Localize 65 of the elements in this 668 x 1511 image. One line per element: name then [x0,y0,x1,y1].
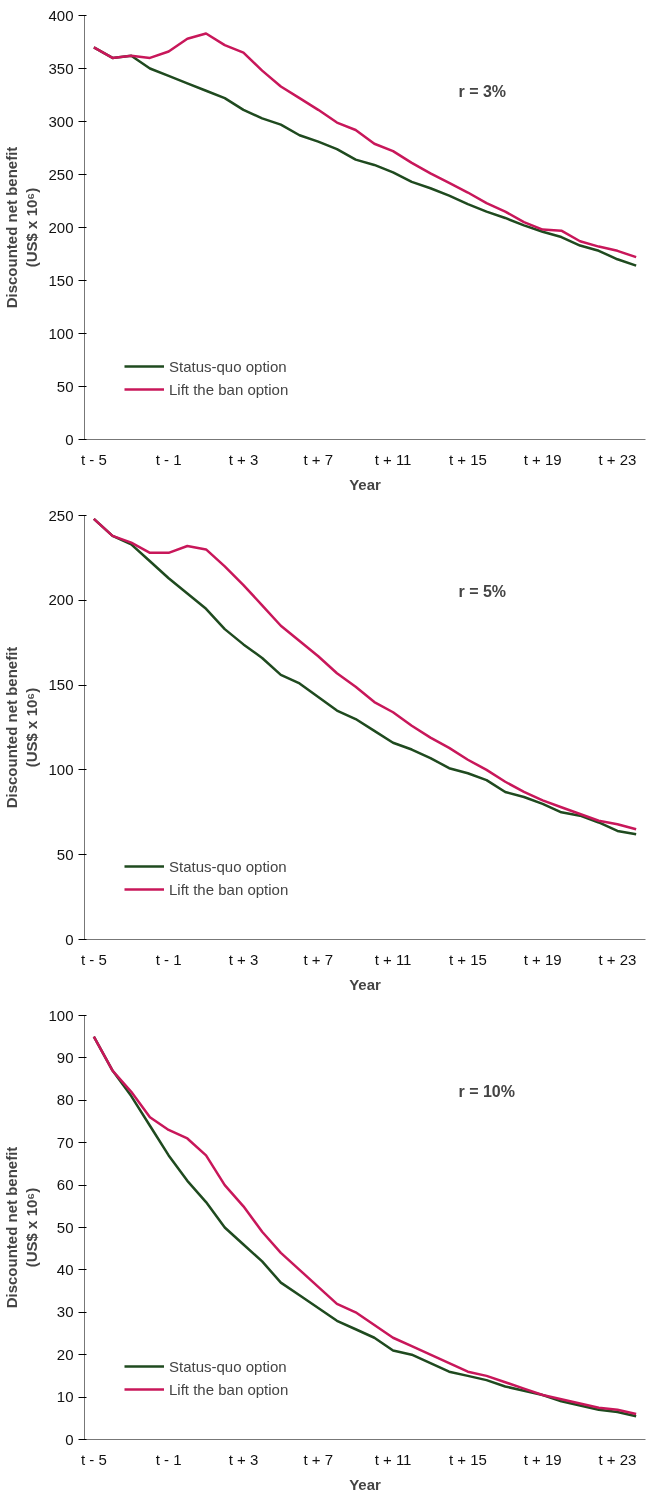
y-tick-label: 40 [56,1260,74,1278]
legend-label: Status-quo option [169,857,287,875]
annotation: r = 10% [458,1083,515,1101]
y-axis-title: Discounted net benefit (US$ x 10⁶) [3,646,41,809]
x-tick-label: t + 3 [228,1450,259,1468]
x-axis-title: Year [349,1475,382,1493]
legend-label: Lift the ban option [169,1380,289,1398]
x-tick-label: t - 1 [155,1450,182,1468]
x-tick-label: t - 5 [80,450,107,468]
x-tick-label: t + 15 [448,450,487,468]
x-tick-label: t + 23 [598,950,637,968]
y-tick-label: 30 [56,1303,74,1321]
x-tick-label: t + 11 [374,1450,412,1468]
y-tick-label: 70 [56,1133,74,1151]
x-tick-label: t + 23 [598,450,637,468]
y-tick-label: 250 [48,506,74,524]
x-tick-label: t + 11 [374,950,412,968]
y-tick-label: 100 [48,324,74,342]
x-tick-label: t + 11 [374,450,412,468]
y-tick-label: 50 [56,377,74,395]
y-tick-label: 90 [56,1048,74,1066]
y-tick-label: 250 [48,165,74,183]
y-tick-label: 50 [56,845,74,863]
x-tick-label: t + 7 [303,1450,334,1468]
legend-label: Status-quo option [169,1357,287,1375]
y-tick-label: 150 [48,271,74,289]
x-tick-label: t + 15 [448,1450,487,1468]
x-tick-label: t - 1 [155,450,182,468]
x-tick-label: t + 3 [228,950,259,968]
x-tick-label: t + 19 [523,950,562,968]
y-tick-label: 20 [56,1345,74,1363]
x-tick-label: t + 3 [228,450,259,468]
y-tick-label: 400 [48,6,74,24]
y-tick-label: 300 [48,112,74,130]
y-tick-label: 100 [48,760,74,778]
y-tick-label: 0 [65,1430,74,1448]
x-tick-label: t - 5 [80,950,107,968]
y-tick-label: 150 [48,676,74,694]
x-tick-label: t + 23 [598,1450,637,1468]
y-tick-label: 350 [48,59,74,77]
y-axis-title: Discounted net benefit (US$ x 10⁶) [3,1146,41,1309]
legend-label: Status-quo option [169,357,287,375]
x-tick-label: t - 5 [80,1450,107,1468]
y-tick-label: 60 [56,1176,74,1194]
annotation: r = 3% [458,83,507,101]
y-tick-label: 100 [48,1006,74,1024]
y-tick-label: 80 [56,1091,74,1109]
y-axis-title: Discounted net benefit (US$ x 10⁶) [3,146,41,309]
annotation: r = 5% [458,583,507,601]
x-tick-label: t + 7 [303,950,334,968]
legend-label: Lift the ban option [169,880,289,898]
x-tick-label: t - 1 [155,950,182,968]
y-tick-label: 0 [65,430,74,448]
x-tick-label: t + 19 [523,1450,562,1468]
y-tick-label: 50 [56,1218,74,1236]
x-tick-label: t + 15 [448,950,487,968]
x-axis-title: Year [349,975,382,993]
x-axis-title: Year [349,475,382,493]
y-tick-label: 10 [56,1388,74,1406]
y-tick-label: 200 [48,591,74,609]
y-tick-label: 200 [48,218,74,236]
x-tick-label: t + 7 [303,450,334,468]
y-tick-label: 0 [65,930,74,948]
x-tick-label: t + 19 [523,450,562,468]
legend-label: Lift the ban option [169,380,289,398]
